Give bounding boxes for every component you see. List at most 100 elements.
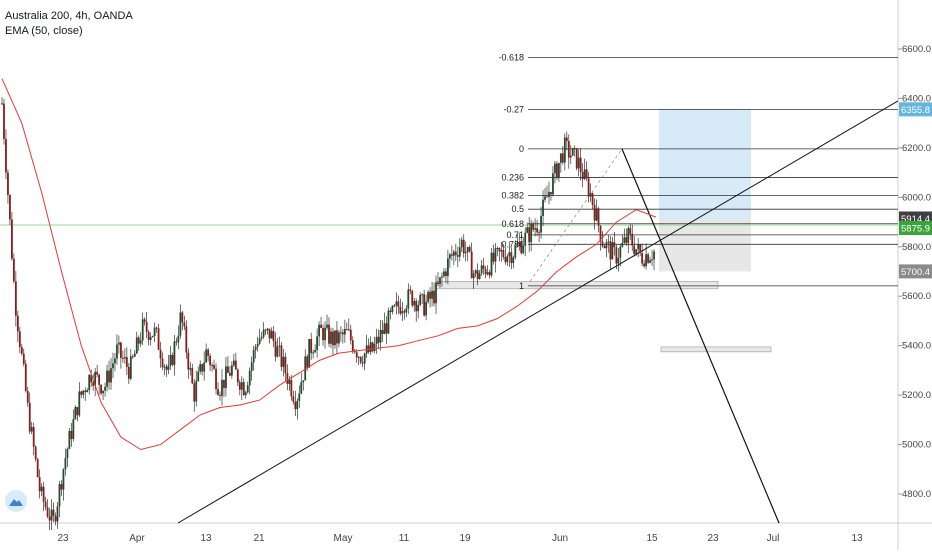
candle-body[interactable] [544, 196, 546, 200]
candle-body[interactable] [322, 327, 324, 341]
candle-body[interactable] [70, 430, 73, 439]
candle-body[interactable] [280, 345, 283, 367]
candle-body[interactable] [587, 178, 590, 197]
candle-body[interactable] [474, 270, 477, 274]
candle-body[interactable] [209, 355, 211, 366]
candle-body[interactable] [339, 332, 342, 334]
candle-body[interactable] [227, 366, 229, 373]
candle-body[interactable] [431, 290, 433, 299]
candle-body[interactable] [40, 486, 43, 492]
candle-body[interactable] [345, 329, 348, 331]
candle-body[interactable] [334, 330, 336, 346]
candle-body[interactable] [256, 343, 259, 347]
candle-body[interactable] [391, 305, 394, 312]
candle-body[interactable] [456, 255, 459, 257]
candle-body[interactable] [248, 371, 251, 386]
candle-body[interactable] [653, 251, 655, 260]
candle-body[interactable] [292, 396, 295, 402]
candle-body[interactable] [649, 260, 651, 263]
candle-body[interactable] [112, 363, 114, 369]
candle-body[interactable] [324, 327, 326, 341]
candle-body[interactable] [145, 321, 148, 332]
candle-body[interactable] [577, 157, 580, 169]
candle-body[interactable] [82, 390, 85, 395]
candle-body[interactable] [20, 347, 23, 354]
candle-body[interactable] [641, 253, 644, 264]
candle-body[interactable] [46, 507, 49, 517]
candle-body[interactable] [326, 324, 328, 328]
candle-body[interactable] [211, 365, 213, 367]
candle-body[interactable] [276, 346, 279, 357]
candle-body[interactable] [50, 509, 53, 521]
candle-body[interactable] [189, 368, 192, 370]
support-zone-box[interactable] [435, 281, 719, 290]
candle-body[interactable] [314, 349, 317, 353]
candle-body[interactable] [88, 374, 91, 391]
candle-body[interactable] [435, 282, 437, 304]
candle-body[interactable] [627, 228, 630, 243]
candle-body[interactable] [308, 338, 311, 368]
candle-body[interactable] [246, 385, 249, 393]
candle-body[interactable] [573, 148, 576, 150]
candle-body[interactable] [36, 459, 39, 477]
candle-body[interactable] [647, 254, 649, 263]
candle-body[interactable] [131, 356, 134, 358]
candle-body[interactable] [633, 245, 636, 254]
candle-body[interactable] [213, 365, 215, 369]
candle-body[interactable] [5, 138, 7, 173]
candle-body[interactable] [191, 368, 194, 384]
candle-body[interactable] [3, 103, 5, 139]
candle-body[interactable] [179, 312, 182, 336]
candle-body[interactable] [405, 308, 408, 313]
candle-body[interactable] [395, 301, 398, 306]
candle-body[interactable] [232, 360, 235, 366]
candle-body[interactable] [284, 356, 287, 374]
candle-body[interactable] [589, 193, 592, 197]
candle-body[interactable] [421, 294, 424, 296]
candle-body[interactable] [260, 336, 263, 339]
candle-body[interactable] [593, 205, 596, 221]
candle-body[interactable] [205, 349, 208, 363]
candle-body[interactable] [183, 322, 186, 327]
candle-body[interactable] [219, 394, 221, 396]
candle-body[interactable] [137, 337, 140, 344]
candle-body[interactable] [12, 258, 15, 282]
candle-body[interactable] [599, 225, 602, 242]
candle-body[interactable] [571, 148, 574, 156]
candle-body[interactable] [369, 342, 372, 353]
candle-body[interactable] [363, 353, 366, 364]
candle-body[interactable] [64, 458, 67, 470]
candle-body[interactable] [452, 251, 455, 256]
candle-body[interactable] [375, 336, 378, 345]
candle-body[interactable] [96, 371, 99, 375]
candle-body[interactable] [413, 300, 416, 306]
candle-body[interactable] [500, 250, 503, 252]
candle-body[interactable] [229, 372, 231, 376]
candle-body[interactable] [482, 265, 485, 269]
candle-body[interactable] [106, 370, 108, 387]
candle-body[interactable] [567, 141, 570, 158]
candle-body[interactable] [516, 244, 519, 247]
candle-body[interactable] [318, 324, 320, 337]
ema-line[interactable] [1, 78, 657, 451]
candle-body[interactable] [201, 364, 204, 372]
candle-body[interactable] [22, 353, 25, 364]
candle-body[interactable] [506, 256, 509, 263]
candle-body[interactable] [561, 153, 564, 163]
candle-body[interactable] [127, 367, 130, 379]
projection-line[interactable] [621, 148, 780, 524]
candle-body[interactable] [197, 371, 200, 381]
candle-body[interactable] [34, 446, 37, 460]
candle-body[interactable] [407, 289, 410, 309]
candle-body[interactable] [597, 208, 600, 226]
candle-body[interactable] [379, 329, 382, 343]
candle-body[interactable] [167, 365, 170, 370]
candle-body[interactable] [357, 356, 360, 358]
candle-body[interactable] [522, 245, 525, 254]
candle-body[interactable] [490, 252, 493, 276]
candle-body[interactable] [300, 382, 303, 394]
candle-body[interactable] [230, 365, 233, 376]
candle-body[interactable] [359, 356, 362, 363]
candle-body[interactable] [338, 332, 340, 344]
candle-body[interactable] [393, 305, 396, 307]
